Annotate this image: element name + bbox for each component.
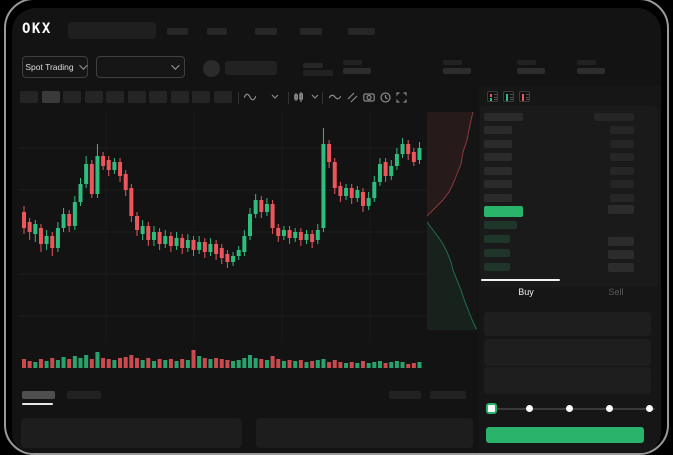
pair-name-skeleton: [225, 61, 277, 75]
ask-price-skeleton[interactable]: [484, 113, 523, 121]
pair-avatar: [203, 60, 220, 77]
nav-item-skeleton[interactable]: [207, 28, 227, 35]
bottom-action-skeleton[interactable]: [430, 391, 466, 399]
nav-item-skeleton[interactable]: [348, 28, 375, 35]
bottom-action-skeleton[interactable]: [389, 391, 421, 399]
order-input-skeleton[interactable]: [484, 339, 651, 366]
stat-value-skeleton: [577, 68, 605, 74]
ask-amount-skeleton[interactable]: [594, 113, 634, 121]
market-type-label: Spot Trading: [25, 62, 74, 72]
ask-price-skeleton[interactable]: [484, 126, 512, 134]
price-sub-skeleton: [303, 70, 333, 76]
nav-item-skeleton[interactable]: [167, 28, 188, 35]
candle-type-icon[interactable]: [292, 90, 306, 104]
history-panel-skeleton: [256, 418, 473, 448]
indicator-wave-icon[interactable]: [328, 90, 342, 104]
chevron-down-icon: [78, 61, 88, 70]
camera-icon[interactable]: [362, 90, 376, 104]
ask-price-skeleton[interactable]: [484, 193, 512, 202]
stat-value-skeleton: [343, 68, 371, 74]
line-style-icon[interactable]: [243, 90, 257, 104]
stat-value-skeleton: [443, 68, 471, 74]
depth-chart[interactable]: [427, 112, 477, 330]
stat-label-skeleton: [343, 60, 362, 65]
bid-price-skeleton[interactable]: [484, 221, 517, 229]
bid-price-skeleton[interactable]: [484, 235, 510, 243]
stat-label-skeleton: [577, 60, 596, 65]
timeframe-button[interactable]: [170, 91, 189, 103]
ask-price-skeleton[interactable]: [484, 180, 512, 188]
last-price-badge[interactable]: [484, 206, 523, 217]
ask-price-skeleton[interactable]: [484, 139, 512, 148]
toolbar-divider: [238, 92, 239, 104]
ask-amount-skeleton[interactable]: [610, 153, 634, 161]
orders-panel-skeleton: [21, 418, 242, 448]
timeframe-button[interactable]: [106, 91, 124, 103]
bid-price-skeleton[interactable]: [484, 249, 510, 257]
chevron-down-icon: [171, 61, 180, 70]
timeframe-button[interactable]: [127, 91, 146, 103]
ask-amount-skeleton[interactable]: [610, 193, 634, 202]
pair-selector[interactable]: [96, 56, 185, 78]
history-clock-icon[interactable]: [378, 90, 392, 104]
chevron-down-icon[interactable]: [308, 90, 322, 104]
chevron-down-icon[interactable]: [268, 90, 282, 104]
nav-item-skeleton[interactable]: [300, 28, 322, 35]
ask-amount-skeleton[interactable]: [610, 180, 634, 188]
timeframe-button[interactable]: [84, 91, 103, 103]
price-skeleton: [303, 63, 323, 68]
market-type-selector[interactable]: Spot Trading: [22, 56, 88, 78]
ask-amount-skeleton[interactable]: [610, 126, 634, 134]
submit-order-button[interactable]: [486, 427, 644, 443]
stat-label-skeleton: [517, 60, 536, 65]
timeframe-button[interactable]: [213, 91, 232, 103]
book-both-icon[interactable]: [487, 91, 498, 102]
timeframe-button[interactable]: [41, 91, 60, 103]
okx-logo[interactable]: OKX: [22, 21, 52, 37]
order-input-skeleton[interactable]: [484, 367, 651, 394]
nav-item-skeleton[interactable]: [255, 28, 277, 35]
fullscreen-icon[interactable]: [394, 90, 408, 104]
slider-stop-dot[interactable]: [645, 405, 653, 412]
bid-price-skeleton[interactable]: [484, 263, 510, 271]
timeframe-button[interactable]: [63, 91, 81, 103]
tab-buy[interactable]: Buy: [518, 287, 534, 297]
active-tab-indicator: [481, 279, 560, 281]
draw-hatch-icon[interactable]: [345, 90, 359, 104]
toolbar-divider: [322, 92, 323, 104]
timeframe-button[interactable]: [192, 91, 210, 103]
book-asks-icon[interactable]: [519, 91, 530, 102]
timeframe-button[interactable]: [149, 91, 167, 103]
bid-amount-skeleton[interactable]: [608, 205, 634, 214]
candlestick-chart[interactable]: [18, 110, 432, 374]
amount-slider-handle[interactable]: [486, 403, 497, 414]
ask-price-skeleton[interactable]: [484, 166, 512, 175]
bottom-tab-underline: [22, 403, 53, 405]
book-bids-icon[interactable]: [503, 91, 514, 102]
bid-amount-skeleton[interactable]: [608, 250, 634, 259]
bottom-tab-skeleton[interactable]: [67, 391, 101, 399]
timeframe-button[interactable]: [20, 91, 38, 103]
ask-amount-skeleton[interactable]: [610, 139, 634, 148]
toolbar-divider: [288, 92, 289, 104]
stat-value-skeleton: [517, 68, 545, 74]
app-window: OKX Spot Trading B: [12, 8, 661, 453]
bid-amount-skeleton[interactable]: [608, 237, 634, 246]
trade-tabs: Buy Sell: [481, 284, 661, 300]
search-input[interactable]: [68, 22, 156, 39]
slider-stop-dot[interactable]: [605, 405, 613, 412]
slider-stop-dot[interactable]: [566, 405, 573, 412]
ask-price-skeleton[interactable]: [484, 153, 512, 161]
ask-amount-skeleton[interactable]: [610, 166, 634, 175]
bottom-tab-active-skeleton[interactable]: [22, 391, 55, 399]
bid-amount-skeleton[interactable]: [608, 263, 634, 272]
stat-label-skeleton: [443, 60, 462, 65]
tab-sell[interactable]: Sell: [608, 287, 624, 297]
order-input-skeleton[interactable]: [484, 312, 651, 336]
slider-stop-dot[interactable]: [526, 405, 534, 412]
